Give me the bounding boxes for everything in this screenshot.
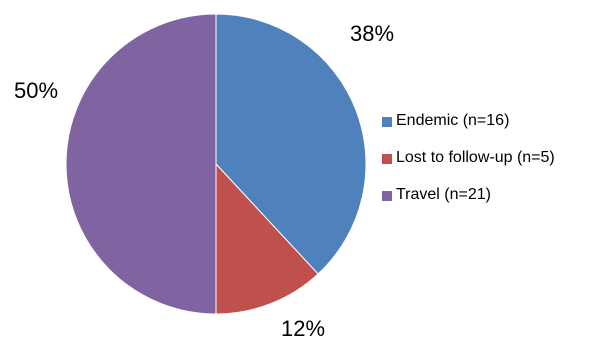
legend-label-travel: Travel (n=21) — [396, 186, 491, 203]
percent-label-endemic: 38% — [350, 21, 394, 46]
legend-label-endemic: Endemic (n=16) — [396, 112, 510, 129]
pie-slice-endemic — [215, 13, 367, 275]
pie-slices — [65, 13, 367, 315]
percent-label-lost-to-follow-up: 12% — [281, 316, 325, 339]
legend-item-travel: Travel (n=21) — [382, 185, 604, 208]
legend-swatch-endemic — [382, 117, 392, 127]
chart-legend: Endemic (n=16) Lost to follow-up (n=5) T… — [382, 111, 604, 222]
pie-slice-travel — [65, 13, 217, 315]
pie-percent-labels: 38% 12% 50% — [14, 21, 394, 341]
pie-slice-lost-to-follow-up — [215, 162, 319, 315]
legend-swatch-lost-to-follow-up — [382, 154, 392, 164]
legend-label-lost-to-follow-up: Lost to follow-up (n=5) — [396, 149, 555, 166]
legend-swatch-travel — [382, 191, 392, 201]
percent-label-travel: 50% — [14, 78, 58, 103]
legend-item-lost-to-follow-up: Lost to follow-up (n=5) — [382, 148, 604, 171]
legend-item-endemic: Endemic (n=16) — [382, 111, 604, 134]
